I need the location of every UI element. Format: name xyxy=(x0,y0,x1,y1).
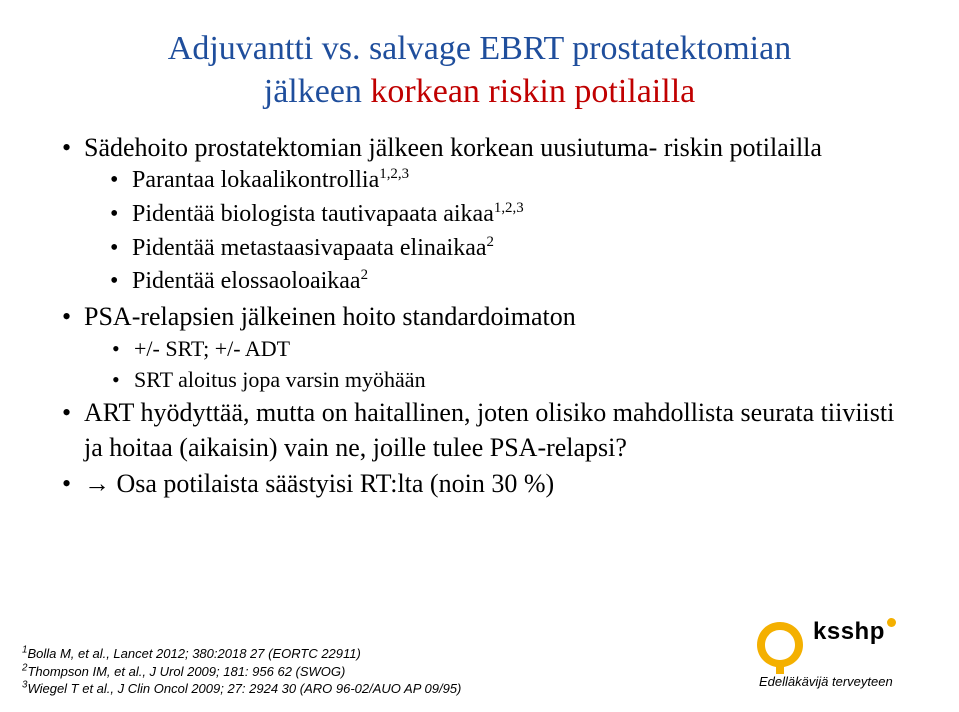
sub-s4: Pidentää elossaoloaikaa2 xyxy=(110,266,899,298)
bullet-l4: → Osa potilaista säästyisi RT:lta (noin … xyxy=(60,467,899,501)
bullet-l4-text: Osa potilaista säästyisi RT:lta (noin 30… xyxy=(117,469,555,498)
bullet-l3: ART hyödyttää, mutta on haitallinen, jot… xyxy=(60,396,899,465)
sub-s1-sup: 1,2,3 xyxy=(379,166,409,182)
title-part-2b: korkean riskin potilailla xyxy=(370,73,695,110)
sub-s3-text: Pidentää metastaasivapaata elinaikaa xyxy=(132,235,487,261)
title-part-1a: Adjuvantti vs. xyxy=(168,30,361,67)
slide: Adjuvantti vs. salvage EBRT prostatektom… xyxy=(0,0,959,712)
logo-mark-icon xyxy=(749,616,811,678)
logo-text-label: ksshp xyxy=(813,618,885,645)
ref-2-text: Thompson IM, et al., J Urol 2009; 181: 9… xyxy=(27,664,345,679)
ref-3: 3Wiegel T et al., J Clin Oncol 2009; 27:… xyxy=(22,680,461,698)
sub-s1-text: Parantaa lokaalikontrollia xyxy=(132,167,379,193)
sub-s4-text: Pidentää elossaoloaikaa xyxy=(132,268,361,294)
ref-1-text: Bolla M, et al., Lancet 2012; 380:2018 2… xyxy=(27,646,360,661)
arrow-icon: → xyxy=(84,469,117,498)
sub2-a: +/- SRT; +/- ADT xyxy=(112,334,899,363)
sub-s2-text: Pidentää biologista tautivapaata aikaa xyxy=(132,201,494,227)
slide-title: Adjuvantti vs. salvage EBRT prostatektom… xyxy=(60,28,899,113)
bullet-l2-text: PSA-relapsien jälkeinen hoito standardoi… xyxy=(84,302,576,331)
sub-s2-sup: 1,2,3 xyxy=(494,200,524,216)
ref-1: 1Bolla M, et al., Lancet 2012; 380:2018 … xyxy=(22,645,461,663)
sub2-b: SRT aloitus jopa varsin myöhään xyxy=(112,365,899,394)
ref-3-text: Wiegel T et al., J Clin Oncol 2009; 27: … xyxy=(27,681,461,696)
title-part-2a: jälkeen xyxy=(264,73,371,110)
bullet-list: Sädehoito prostatektomian jälkeen korkea… xyxy=(60,131,899,501)
sub-s3-sup: 2 xyxy=(487,234,494,250)
logo-tagline: Edelläkävijä terveyteen xyxy=(759,674,893,689)
sub-s3: Pidentää metastaasivapaata elinaikaa2 xyxy=(110,233,899,265)
bullet-l2: PSA-relapsien jälkeinen hoito standardoi… xyxy=(60,300,899,394)
bullet-l1-text: Sädehoito prostatektomian jälkeen korkea… xyxy=(84,133,822,162)
sub-s4-sup: 2 xyxy=(361,267,368,283)
title-part-1b: salvage EBRT prostatektomian xyxy=(360,30,791,67)
sub-s1: Parantaa lokaalikontrollia1,2,3 xyxy=(110,165,899,197)
logo-text: ksshp xyxy=(813,618,896,646)
bullet-l2-sublist: +/- SRT; +/- ADT SRT aloitus jopa varsin… xyxy=(112,334,899,394)
references: 1Bolla M, et al., Lancet 2012; 380:2018 … xyxy=(22,645,461,698)
bullet-l1-sublist: Parantaa lokaalikontrollia1,2,3 Pidentää… xyxy=(110,165,899,298)
bullet-l3-text: ART hyödyttää, mutta on haitallinen, jot… xyxy=(84,398,894,461)
logo-dot-icon xyxy=(887,618,896,627)
ksshp-logo: ksshp Edelläkävijä terveyteen xyxy=(749,616,929,694)
bullet-l1: Sädehoito prostatektomian jälkeen korkea… xyxy=(60,131,899,298)
ref-2: 2Thompson IM, et al., J Urol 2009; 181: … xyxy=(22,663,461,681)
sub-s2: Pidentää biologista tautivapaata aikaa1,… xyxy=(110,199,899,231)
